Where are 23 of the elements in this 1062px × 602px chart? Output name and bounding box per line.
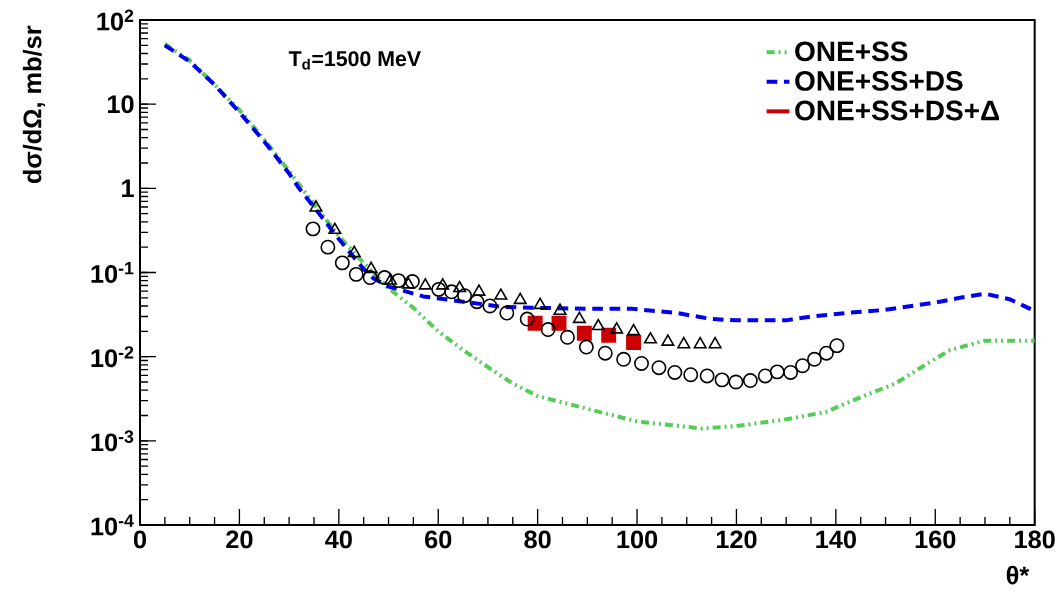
x-tick-label: 100 [617, 530, 658, 549]
x-tick-label: 40 [325, 530, 352, 549]
y-tick-label: 10$^{-1}$ [91, 262, 134, 283]
legend-label: ONE+SS+DS+Δ [795, 100, 999, 121]
x-tick-label: 20 [226, 530, 253, 549]
y-axis-title: dσ/dΩ, mb/sr [22, 25, 46, 184]
annotation: T$_{d}$=1500 MeV [288, 51, 421, 70]
y-tick-label: 10$^{-2}$ [91, 346, 134, 368]
x-tick-label: 160 [915, 530, 956, 549]
x-tick-label: 0 [133, 530, 147, 549]
y-tick-label: 10 [107, 95, 134, 114]
legend-label: ONE+SS [795, 41, 908, 62]
x-tick-label: 140 [816, 530, 856, 549]
x-tick-label: 180 [1015, 530, 1055, 549]
y-tick-label: 10$^{2}$ [97, 9, 134, 31]
y-tick-label: 10$^{-4}$ [91, 514, 134, 536]
legend-label: ONE+SS+DS [795, 71, 963, 91]
y-tick-label: 10$^{-3}$ [91, 430, 134, 452]
x-tick-label: 60 [425, 530, 452, 549]
x-tick-label: 120 [716, 530, 757, 549]
x-axis-title: θ* [1006, 565, 1030, 585]
y-tick-label: 1 [122, 179, 134, 198]
x-tick-label: 80 [524, 530, 551, 549]
